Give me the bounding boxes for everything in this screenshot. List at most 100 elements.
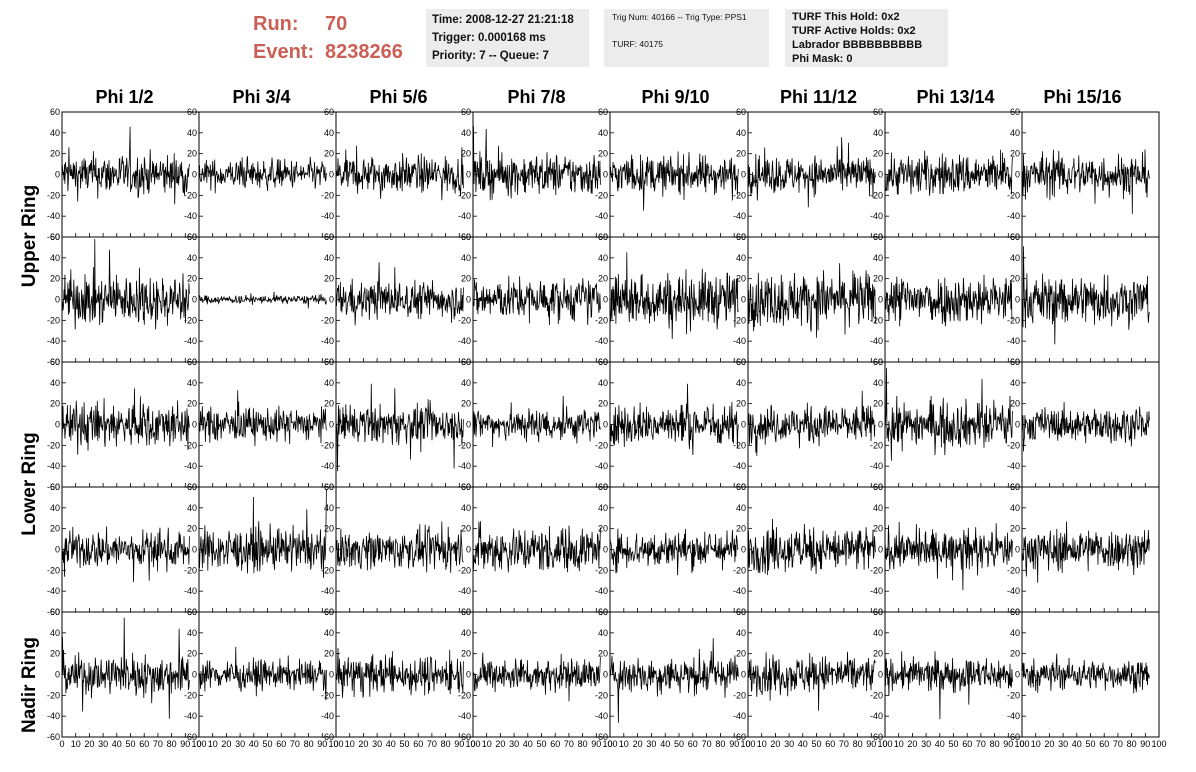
x-tick-label: 10 <box>71 739 81 749</box>
phi-label-1-2: Phi 1/2 <box>95 87 154 107</box>
y-tick-label: 20 <box>324 524 334 534</box>
x-tick-label: 60 <box>1099 739 1109 749</box>
x-tick-label: 10 <box>619 739 629 749</box>
y-tick-label: 60 <box>598 607 608 617</box>
y-tick-label: -60 <box>458 732 471 742</box>
y-tick-label: -40 <box>595 211 608 221</box>
y-tick-label: 20 <box>873 524 883 534</box>
y-tick-label: 60 <box>873 232 883 242</box>
x-tick-label: 10 <box>757 739 767 749</box>
y-tick-label: 40 <box>461 378 471 388</box>
y-tick-label: -40 <box>733 586 746 596</box>
x-tick-label: 0 <box>745 739 750 749</box>
y-tick-label: 40 <box>598 628 608 638</box>
y-tick-label: 40 <box>324 378 334 388</box>
x-tick-label: 30 <box>784 739 794 749</box>
y-tick-label: 20 <box>1010 149 1020 159</box>
y-tick-label: 60 <box>873 107 883 117</box>
y-tick-label: 60 <box>324 232 334 242</box>
x-tick-label: 0 <box>196 739 201 749</box>
x-tick-label: 0 <box>1019 739 1024 749</box>
y-tick-label: -40 <box>47 336 60 346</box>
y-tick-label: -20 <box>595 440 608 450</box>
y-tick-label: 60 <box>187 607 197 617</box>
y-tick-label: -20 <box>458 690 471 700</box>
x-tick-label: 100 <box>1014 739 1029 749</box>
y-tick-label: 60 <box>598 357 608 367</box>
y-tick-label: -40 <box>870 711 883 721</box>
y-tick-label: -40 <box>321 336 334 346</box>
y-tick-label: 40 <box>187 628 197 638</box>
y-tick-label: -40 <box>1007 211 1020 221</box>
y-tick-label: -40 <box>47 711 60 721</box>
y-tick-label: 40 <box>736 128 746 138</box>
y-tick-label: 60 <box>1010 232 1020 242</box>
y-tick-label: 20 <box>873 649 883 659</box>
y-tick-label: 40 <box>187 503 197 513</box>
y-tick-label: 60 <box>324 607 334 617</box>
y-tick-label: 60 <box>736 357 746 367</box>
waveform-trace <box>198 156 327 194</box>
y-tick-label: 20 <box>736 274 746 284</box>
waveform-trace <box>335 383 464 472</box>
waveform-trace <box>198 291 327 309</box>
run-value: 70 <box>325 13 348 35</box>
y-tick-label: -20 <box>321 690 334 700</box>
y-tick-label: 20 <box>598 399 608 409</box>
y-tick-label: 20 <box>324 149 334 159</box>
x-tick-label: 10 <box>482 739 492 749</box>
y-tick-label: 0 <box>1015 545 1020 555</box>
waveform-trace <box>609 151 739 211</box>
y-tick-label: 0 <box>878 295 883 305</box>
y-tick-label: -20 <box>595 690 608 700</box>
trig-num-text: Trig Num: 40166 -- Trig Type: PPS1 <box>612 12 747 22</box>
y-tick-label: 20 <box>1010 399 1020 409</box>
y-tick-label: 20 <box>50 649 60 659</box>
y-tick-label: 20 <box>736 649 746 659</box>
x-tick-label: 80 <box>715 739 725 749</box>
x-tick-label: 70 <box>1113 739 1123 749</box>
y-tick-label: 20 <box>1010 274 1020 284</box>
x-tick-label: 80 <box>1127 739 1137 749</box>
y-tick-label: -40 <box>458 211 471 221</box>
y-tick-label: 20 <box>1010 649 1020 659</box>
y-tick-label: 0 <box>1015 295 1020 305</box>
x-tick-label: 100 <box>1151 739 1166 749</box>
y-tick-label: -20 <box>184 190 197 200</box>
x-tick-label: 90 <box>866 739 876 749</box>
y-tick-label: 40 <box>50 378 60 388</box>
y-tick-label: -60 <box>1007 732 1020 742</box>
y-tick-label: 60 <box>461 357 471 367</box>
y-tick-label: 40 <box>1010 503 1020 513</box>
x-tick-label: 50 <box>262 739 272 749</box>
waveform-trace <box>61 239 190 330</box>
waveform-trace <box>747 651 876 711</box>
y-tick-label: 0 <box>192 420 197 430</box>
y-tick-label: -20 <box>184 690 197 700</box>
y-tick-label: 20 <box>50 274 60 284</box>
y-tick-label: -20 <box>595 315 608 325</box>
waveform-trace <box>1021 653 1150 694</box>
y-tick-label: 60 <box>324 482 334 492</box>
y-tick-label: -60 <box>870 732 883 742</box>
x-tick-label: 90 <box>591 739 601 749</box>
y-tick-label: 60 <box>873 357 883 367</box>
x-tick-label: 50 <box>811 739 821 749</box>
y-tick-label: -20 <box>1007 690 1020 700</box>
y-tick-label: 0 <box>741 170 746 180</box>
y-tick-label: -60 <box>184 732 197 742</box>
x-tick-label: 50 <box>1085 739 1095 749</box>
y-tick-label: 20 <box>324 274 334 284</box>
y-tick-label: 0 <box>192 545 197 555</box>
y-tick-label: 20 <box>50 399 60 409</box>
y-tick-label: -40 <box>458 461 471 471</box>
waveform-trace <box>61 126 190 205</box>
turf-info-box: TURF This Hold: 0x2 TURF Active Holds: 0… <box>785 9 948 67</box>
y-tick-label: 20 <box>736 399 746 409</box>
y-tick-label: 0 <box>192 670 197 680</box>
y-tick-label: -40 <box>184 586 197 596</box>
waveform-trace <box>884 651 1013 720</box>
x-tick-label: 100 <box>877 739 892 749</box>
x-tick-label: 0 <box>470 739 475 749</box>
